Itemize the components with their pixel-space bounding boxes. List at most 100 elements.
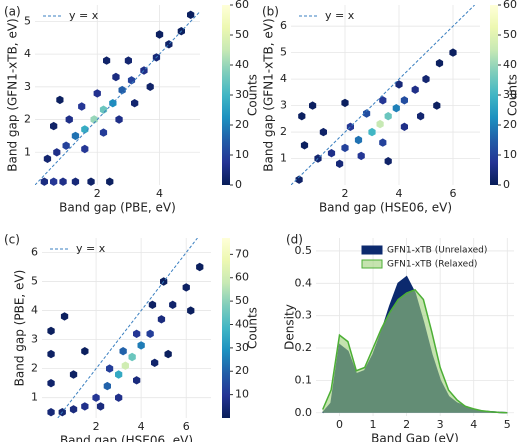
hex-cell	[196, 262, 204, 272]
hex-cell	[169, 300, 177, 309]
hex-cell	[435, 59, 444, 68]
hex-cell	[118, 85, 126, 95]
panel-label: (b)	[262, 5, 279, 19]
colorbar-tick-label: 0	[503, 178, 510, 191]
hex-cell	[357, 151, 365, 161]
hex-cell	[81, 125, 89, 134]
hex-cell	[298, 112, 306, 121]
colorbar-tick-label: 40	[235, 58, 249, 71]
hex-cell	[65, 115, 73, 124]
reference-line	[291, 5, 475, 185]
hex-cell	[133, 376, 141, 385]
hex-cell	[131, 99, 139, 108]
hex-cell	[96, 402, 105, 411]
colorbar	[222, 238, 230, 418]
panel-label: (c)	[4, 233, 20, 247]
y-tick-label: 2	[31, 362, 38, 375]
hex-cell	[319, 127, 327, 137]
x-tick-label: 6	[183, 420, 190, 433]
y-tick-label: 0.0	[295, 406, 313, 419]
hex-cell	[50, 177, 58, 186]
hex-cell	[187, 306, 195, 315]
hex-cell	[69, 370, 78, 379]
x-tick-label: 2	[94, 187, 101, 200]
x-axis-label: Band Gap (eV)	[371, 432, 459, 442]
y-tick-label: 0.2	[295, 341, 313, 354]
y-tick-label: 0.3	[295, 309, 313, 322]
hex-cell	[50, 121, 58, 131]
hex-cell	[47, 408, 55, 417]
colorbar-tick-label: 30	[235, 341, 249, 354]
y-tick-label: 6	[31, 246, 38, 259]
hex-cell	[182, 283, 190, 292]
hex-cell	[327, 149, 336, 158]
legend-swatch	[361, 245, 383, 255]
x-tick-label: 2	[342, 187, 349, 200]
x-tick-label: 6	[450, 187, 457, 200]
hex-cell	[43, 154, 52, 163]
hex-cell	[133, 329, 141, 338]
colorbar-tick-label: 30	[503, 88, 517, 101]
hex-cell	[392, 104, 400, 113]
hex-cell	[103, 381, 111, 391]
hex-cell	[309, 101, 317, 110]
y-tick-label: 0.1	[295, 373, 313, 386]
y-tick-label: 3	[24, 80, 31, 93]
y-axis-label: Band gap (PBE, eV)	[13, 270, 27, 387]
colorbar-tick-label: 0	[235, 178, 242, 191]
y-tick-label: 0.4	[295, 276, 313, 289]
x-tick-label: 3	[437, 418, 444, 431]
legend-label: y = x	[69, 9, 99, 22]
y-tick-label: 0.5	[295, 244, 313, 257]
hex-cell	[384, 112, 392, 121]
hex-cell	[128, 352, 136, 362]
hex-cell	[115, 393, 123, 402]
colorbar-tick-label: 20	[235, 364, 249, 377]
legend-label: GFN1-xTB (Relaxed)	[387, 260, 477, 270]
colorbar-tick-label: 60	[235, 271, 249, 284]
colorbar-tick-label: 60	[235, 0, 249, 11]
hex-cell	[379, 96, 387, 105]
x-axis-label: Band gap (HSE06, eV)	[60, 434, 193, 442]
colorbar-tick-label: 40	[503, 58, 517, 71]
y-tick-label: 2	[280, 125, 287, 138]
density-line	[322, 288, 508, 414]
x-tick-label: 2	[403, 418, 410, 431]
hex-cell	[384, 157, 392, 166]
hex-cell	[151, 358, 159, 367]
reference-line	[57, 238, 198, 418]
x-tick-label: 4	[396, 187, 403, 200]
colorbar-tick-label: 70	[235, 247, 249, 260]
hex-cell	[53, 148, 61, 157]
colorbar-tick-label: 10	[235, 148, 249, 161]
colorbar-tick-label: 20	[503, 118, 517, 131]
colorbar-tick-label: 50	[235, 28, 249, 41]
hex-cell	[417, 112, 425, 121]
colorbar-tick-label: 40	[235, 317, 249, 330]
colorbar-tick-label: 60	[503, 0, 517, 11]
y-tick-label: 2	[24, 113, 31, 126]
y-tick-label: 5	[280, 46, 287, 59]
hex-cell	[47, 326, 55, 336]
hex-cell	[115, 370, 123, 379]
y-axis-label: Band gap (GFN1-xTB, eV)	[262, 18, 276, 171]
hex-cell	[379, 138, 387, 147]
hex-cell	[137, 341, 145, 350]
y-tick-label: 4	[31, 304, 38, 317]
colorbar-tick-label: 10	[503, 148, 517, 161]
colorbar-tick-label: 30	[235, 88, 249, 101]
colorbar-label: Counts	[246, 307, 260, 349]
legend-label: GFN1-xTB (Unrelaxed)	[387, 246, 487, 256]
x-axis-label: Band gap (HSE06, eV)	[319, 201, 452, 215]
x-axis-label: Band gap (PBE, eV)	[59, 201, 176, 215]
hex-cell	[115, 115, 123, 124]
hex-cell	[411, 85, 419, 94]
hex-cell	[78, 102, 86, 111]
hex-cell	[187, 10, 195, 19]
hex-cell	[295, 175, 303, 184]
x-tick-label: 1	[370, 418, 377, 431]
hex-cell	[354, 135, 363, 145]
hex-cell	[87, 177, 95, 186]
